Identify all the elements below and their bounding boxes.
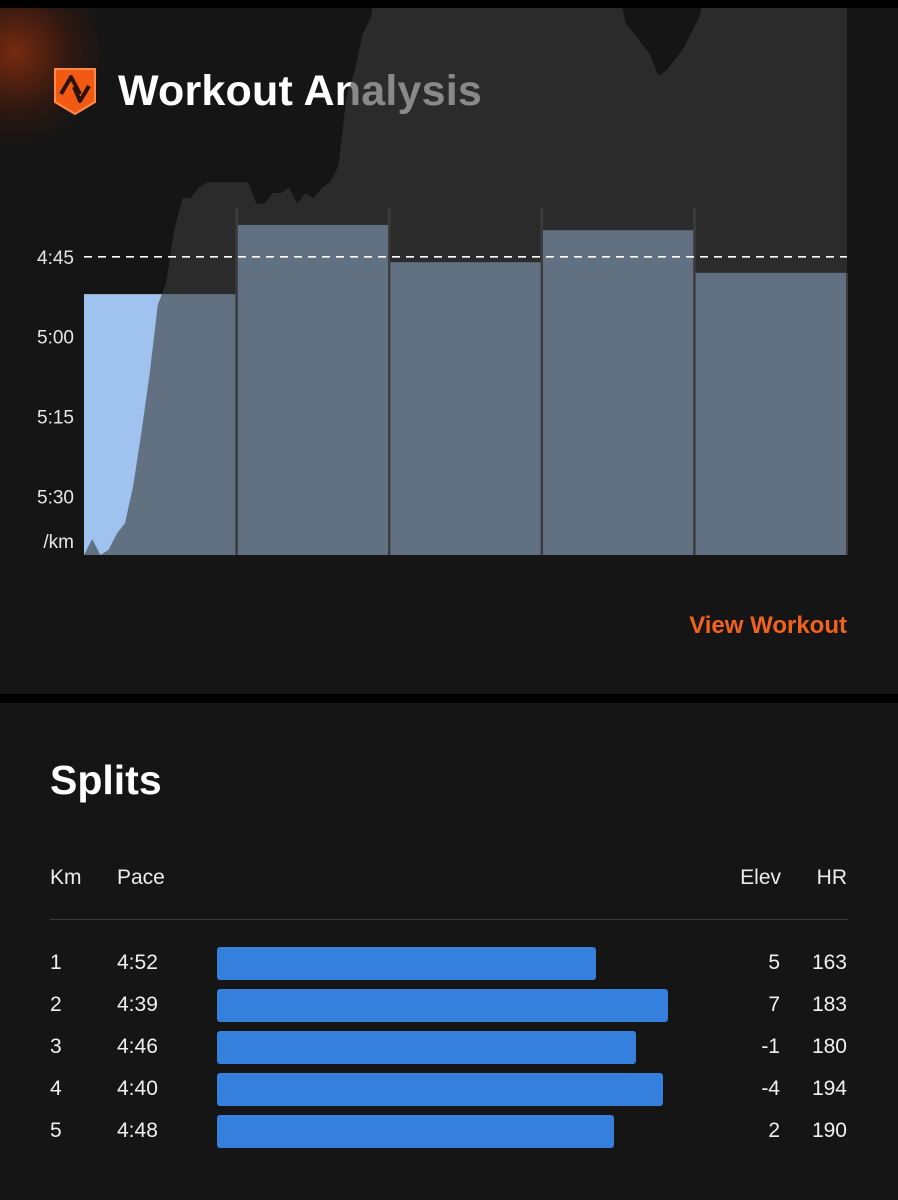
split-pace: 4:40: [117, 1077, 158, 1100]
header-divider: [50, 919, 848, 920]
split-elev: 2: [768, 1119, 780, 1142]
split-pace-bar: [217, 947, 596, 980]
split-pace-bar: [217, 1073, 664, 1106]
split-row: 1 4:52 5 163: [0, 947, 898, 981]
hr-column-header: HR: [816, 866, 847, 889]
split-elev: -4: [761, 1077, 780, 1100]
split-km: 4: [50, 1077, 62, 1100]
split-km: 1: [50, 951, 62, 974]
split-pace: 4:48: [117, 1119, 158, 1142]
splits-card: Splits Km Pace Elev HR 1 4:52 5 163 2 4:…: [0, 703, 898, 1200]
split-hr: 163: [811, 951, 847, 974]
view-workout-button[interactable]: View Workout: [689, 612, 847, 639]
split-row: 5 4:48 2 190: [0, 1115, 898, 1149]
split-km: 5: [50, 1119, 62, 1142]
splits-title: Splits: [50, 757, 162, 803]
elevation-area: [84, 8, 847, 555]
y-tick-label: 5:15: [37, 408, 74, 429]
split-km: 2: [50, 993, 62, 1016]
split-hr: 183: [811, 993, 847, 1016]
split-elev: 5: [768, 951, 780, 974]
strava-shield-icon: [54, 68, 96, 116]
split-pace-bar: [217, 1115, 614, 1148]
y-tick-label: /km: [43, 532, 74, 553]
split-pace-bar: [217, 989, 668, 1022]
split-row: 4 4:40 -4 194: [0, 1073, 898, 1107]
y-tick-label: 5:00: [37, 328, 74, 349]
split-hr: 194: [811, 1077, 847, 1100]
split-row: 2 4:39 7 183: [0, 989, 898, 1023]
split-row: 3 4:46 -1 180: [0, 1031, 898, 1065]
y-tick-label: 4:45: [37, 248, 74, 269]
km-column-header: Km: [50, 866, 82, 889]
pace-chart: 4:45 5:00 5:15 5:30/km: [37, 8, 848, 555]
split-hr: 180: [811, 1035, 847, 1058]
split-pace: 4:39: [117, 993, 158, 1016]
workout-analysis-card: Workout Analysis 4:45 5:00 5:15 5:30/km Vie…: [0, 8, 898, 694]
split-hr: 190: [811, 1119, 847, 1142]
pace-column-header: Pace: [117, 866, 165, 889]
elev-column-header: Elev: [740, 866, 781, 889]
y-tick-label: 5:30: [37, 487, 74, 508]
split-pace-bar: [217, 1031, 637, 1064]
split-pace: 4:52: [117, 951, 158, 974]
split-km: 3: [50, 1035, 62, 1058]
split-elev: 7: [768, 993, 780, 1016]
split-pace: 4:46: [117, 1035, 158, 1058]
split-elev: -1: [761, 1035, 780, 1058]
